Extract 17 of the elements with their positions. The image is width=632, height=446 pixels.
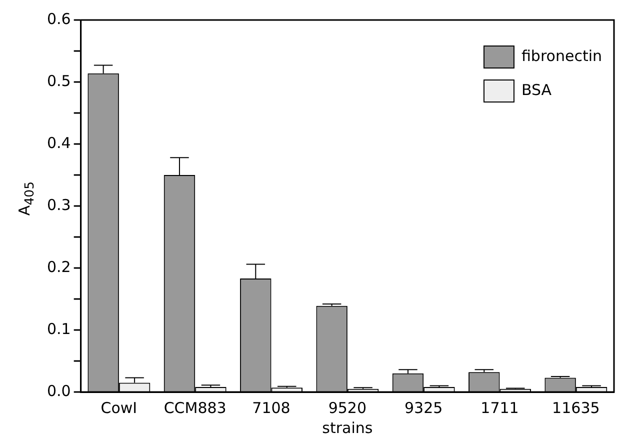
y-tick-label: 0.6 xyxy=(46,10,71,28)
y-tick-label: 0.4 xyxy=(46,134,71,152)
x-axis-title: strains xyxy=(322,418,373,437)
x-tick-label: CCM883 xyxy=(164,398,226,417)
y-tick-label: 0.3 xyxy=(46,196,71,214)
legend-label: BSA xyxy=(521,80,552,99)
x-tick-label: CowI xyxy=(100,398,138,417)
legend-label: fibronectin xyxy=(521,46,602,65)
y-tick-label: 0.0 xyxy=(46,382,71,400)
y-tick-label: 0.1 xyxy=(46,320,71,338)
y-tick-label: 0.5 xyxy=(46,72,71,90)
x-tick-label: 9325 xyxy=(404,398,443,417)
x-tick-label: 1711 xyxy=(480,398,519,417)
x-tick-label: 7108 xyxy=(252,398,290,417)
x-tick-label: 11635 xyxy=(552,398,600,417)
x-tick-label: 9520 xyxy=(328,398,367,417)
y-tick-label: 0.2 xyxy=(46,258,71,276)
